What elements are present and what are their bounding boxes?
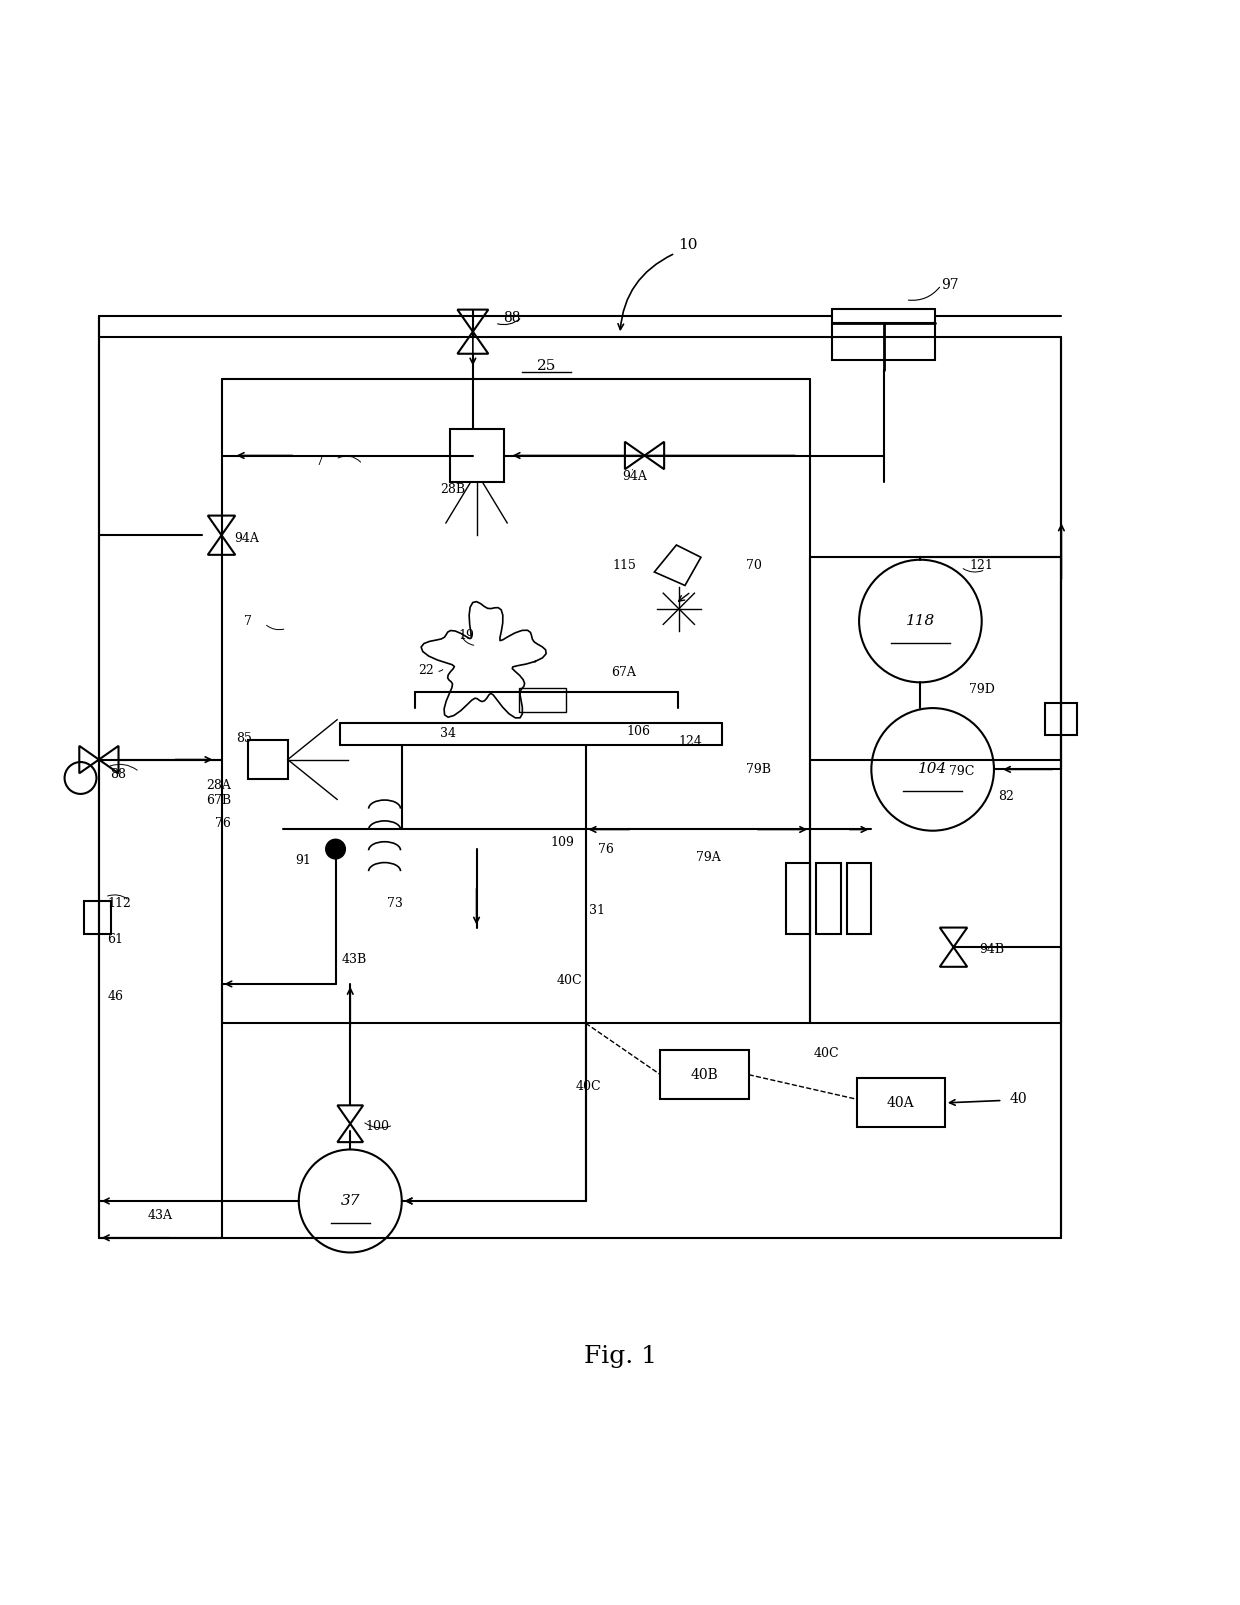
Text: 43B: 43B (342, 953, 367, 966)
Text: 28B: 28B (440, 483, 465, 496)
Text: 43A: 43A (148, 1209, 172, 1221)
Text: 79C: 79C (949, 766, 973, 778)
Bar (832, 323, 935, 361)
Text: 31: 31 (589, 904, 605, 916)
Bar (785, 862, 810, 934)
Text: 94B: 94B (980, 944, 1004, 957)
Text: 88: 88 (110, 767, 126, 780)
Text: 61: 61 (108, 934, 124, 947)
Text: 79B: 79B (746, 762, 771, 775)
Text: 118: 118 (905, 615, 935, 628)
Text: 40: 40 (1009, 1093, 1028, 1106)
Text: 73: 73 (387, 897, 403, 910)
Bar (1045, 703, 1078, 735)
Text: 25: 25 (537, 360, 556, 372)
Text: 79D: 79D (970, 684, 996, 697)
Text: Fig. 1: Fig. 1 (584, 1345, 656, 1367)
Text: 19: 19 (459, 629, 475, 642)
Text: 40C: 40C (557, 974, 582, 987)
Text: 22: 22 (418, 663, 434, 677)
Text: 106: 106 (626, 725, 650, 738)
Bar (84, 900, 112, 934)
Text: 37: 37 (341, 1194, 360, 1209)
Text: 97: 97 (941, 278, 959, 292)
Text: 40C: 40C (577, 1080, 601, 1093)
Bar (816, 862, 841, 934)
Text: 121: 121 (970, 560, 993, 573)
Text: 91: 91 (295, 854, 311, 867)
Bar (248, 740, 288, 778)
Bar (847, 862, 872, 934)
Text: 112: 112 (108, 897, 131, 910)
Bar (857, 1079, 945, 1127)
Text: 76: 76 (216, 817, 232, 830)
Text: 46: 46 (108, 990, 124, 1003)
Bar (661, 1050, 749, 1099)
Text: 40B: 40B (691, 1067, 718, 1082)
Text: 70: 70 (746, 560, 763, 573)
Text: 115: 115 (613, 560, 636, 573)
Text: 40A: 40A (887, 1096, 915, 1111)
Text: 28A: 28A (206, 778, 232, 791)
Text: 88: 88 (503, 311, 521, 326)
Text: 67B: 67B (206, 793, 232, 807)
Text: 67A: 67A (611, 666, 636, 679)
Text: 85: 85 (237, 732, 252, 745)
Text: 124: 124 (678, 735, 703, 748)
Text: 100: 100 (365, 1120, 389, 1133)
Bar (520, 689, 565, 711)
Text: 7: 7 (316, 456, 324, 469)
Text: 82: 82 (998, 790, 1013, 802)
Text: 94A: 94A (622, 470, 647, 483)
Text: 109: 109 (551, 836, 574, 849)
Text: 34: 34 (440, 727, 456, 740)
Text: 76: 76 (598, 843, 614, 855)
Circle shape (326, 839, 346, 859)
Text: 104: 104 (918, 762, 947, 777)
Text: 40C: 40C (813, 1048, 839, 1061)
Text: 79A: 79A (696, 851, 720, 863)
Text: 94A: 94A (234, 533, 259, 546)
Bar (450, 429, 503, 483)
Text: 7: 7 (244, 615, 252, 628)
Text: 10: 10 (678, 238, 697, 252)
